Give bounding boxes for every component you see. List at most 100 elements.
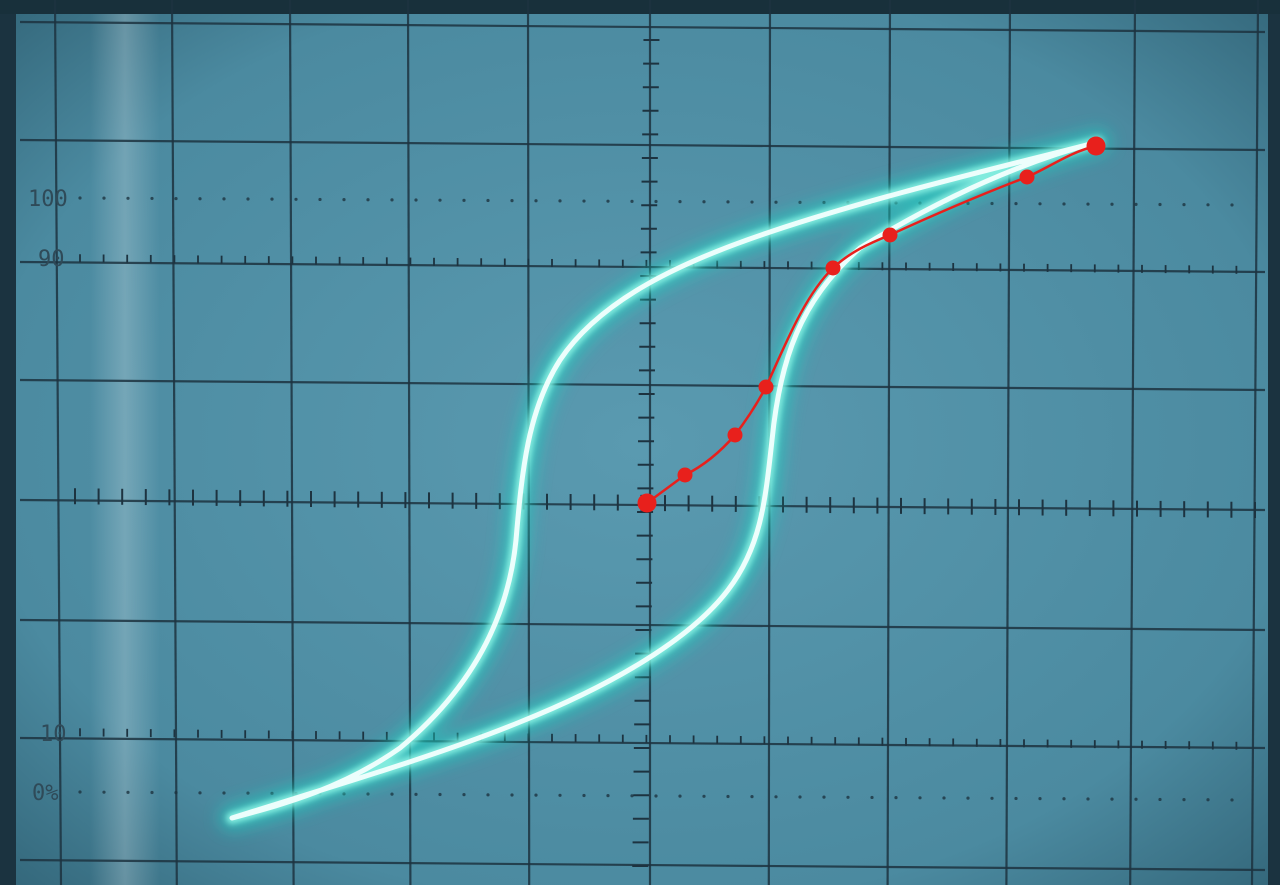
dotted-reference-dot bbox=[1038, 202, 1042, 206]
dotted-reference-dot bbox=[414, 792, 418, 796]
scale-label-100: 100 bbox=[28, 187, 68, 212]
dotted-reference-dot bbox=[1038, 797, 1042, 801]
dotted-reference-dot bbox=[294, 197, 298, 201]
dotted-reference-dot bbox=[198, 197, 202, 201]
dotted-reference-dot bbox=[990, 201, 994, 206]
dotted-reference-dot bbox=[78, 196, 82, 200]
dotted-reference-dot bbox=[270, 197, 274, 201]
dotted-reference-dot bbox=[750, 795, 754, 799]
dotted-reference-dot bbox=[1086, 202, 1090, 206]
dotted-reference-dot bbox=[1230, 203, 1234, 207]
dotted-reference-dot bbox=[390, 792, 394, 796]
right-edge-shadow bbox=[1268, 0, 1280, 885]
dotted-reference-dot bbox=[870, 795, 874, 800]
dotted-reference-dot bbox=[174, 196, 178, 201]
dotted-reference-dot bbox=[342, 197, 346, 202]
dotted-reference-dot bbox=[990, 796, 994, 800]
dotted-reference-dot bbox=[678, 200, 682, 204]
grid-line-vertical bbox=[1250, 0, 1260, 885]
dotted-reference-dot bbox=[126, 196, 130, 200]
left-edge-shadow bbox=[0, 0, 16, 885]
dotted-reference-dot bbox=[390, 198, 394, 202]
red-data-point bbox=[637, 493, 657, 513]
red-data-point bbox=[1019, 169, 1035, 185]
dotted-reference-dot bbox=[246, 197, 250, 201]
dotted-reference-dot bbox=[1182, 203, 1186, 207]
axis-ticks bbox=[74, 39, 1256, 867]
initial-magnetization-curve bbox=[637, 136, 1106, 513]
dotted-reference-dot bbox=[174, 791, 178, 795]
scale-label-0-percent: 0% bbox=[32, 781, 59, 806]
dotted-reference-dot bbox=[918, 796, 922, 800]
dotted-reference-dot bbox=[1206, 798, 1210, 802]
dotted-reference-dot bbox=[798, 200, 802, 204]
dotted-reference-dot bbox=[102, 790, 106, 794]
dotted-reference-dot bbox=[534, 199, 538, 203]
dotted-reference-dot bbox=[462, 793, 466, 797]
dotted-reference-dot bbox=[246, 791, 250, 795]
dotted-reference-dot bbox=[78, 790, 82, 794]
grid-line-vertical bbox=[170, 0, 178, 885]
dotted-reference-dot bbox=[102, 196, 106, 200]
dotted-reference-dot bbox=[942, 796, 946, 800]
dotted-reference-dot bbox=[510, 199, 514, 203]
dotted-reference-dot bbox=[318, 197, 322, 202]
dotted-reference-dot bbox=[1110, 202, 1114, 206]
dotted-reference-dot bbox=[702, 200, 706, 204]
dotted-reference-dot bbox=[462, 198, 466, 202]
dotted-reference-dot bbox=[438, 198, 442, 202]
screen-glare bbox=[90, 0, 160, 885]
scale-label-10: 10 bbox=[40, 722, 67, 747]
dotted-reference-dot bbox=[894, 796, 898, 800]
grid-line-horizontal bbox=[19, 378, 1266, 392]
dotted-reference-dot bbox=[654, 794, 658, 798]
dotted-reference-dot bbox=[654, 199, 658, 204]
dotted-reference-dot bbox=[726, 200, 730, 204]
dotted-reference-dot bbox=[1062, 202, 1066, 206]
dotted-reference-dot bbox=[510, 793, 514, 797]
dotted-reference-dot bbox=[1062, 797, 1066, 801]
grid-line-horizontal bbox=[19, 618, 1266, 632]
dotted-reference-dot bbox=[1110, 797, 1114, 801]
red-data-point bbox=[758, 379, 774, 395]
dotted-reference-dot bbox=[534, 793, 538, 797]
dotted-reference-dot bbox=[366, 792, 370, 796]
top-edge-shadow bbox=[0, 0, 1280, 14]
grid-line-horizontal bbox=[19, 20, 1266, 34]
grid-line-horizontal bbox=[19, 260, 1266, 274]
dotted-reference-dot bbox=[486, 793, 490, 797]
scale-label-90: 90 bbox=[38, 247, 65, 272]
dotted-reference-dot bbox=[582, 793, 586, 798]
dotted-reference-dot bbox=[1014, 796, 1018, 801]
dotted-reference-dot bbox=[150, 196, 154, 201]
dotted-reference-dot bbox=[630, 794, 634, 798]
red-data-point bbox=[727, 427, 743, 443]
dotted-reference-dot bbox=[798, 795, 802, 799]
dotted-reference-dot bbox=[558, 199, 562, 203]
dotted-reference-dot bbox=[822, 795, 826, 799]
dotted-reference-dot bbox=[1230, 798, 1234, 802]
dotted-reference-dot bbox=[366, 198, 370, 202]
dotted-reference-dot bbox=[1182, 798, 1186, 802]
dotted-reference-dot bbox=[606, 794, 610, 798]
red-data-point bbox=[825, 260, 841, 276]
dotted-reference-dot bbox=[438, 792, 442, 797]
dotted-reference-dot bbox=[750, 200, 754, 204]
dotted-reference-dot bbox=[846, 795, 850, 799]
red-data-point bbox=[882, 227, 898, 243]
dotted-reference-dot bbox=[222, 791, 226, 795]
dotted-reference-dot bbox=[126, 790, 130, 794]
grid-line-vertical bbox=[1129, 0, 1137, 885]
dotted-reference-dot bbox=[1014, 202, 1018, 206]
dotted-reference-dot bbox=[966, 796, 970, 800]
dotted-reference-dot bbox=[486, 198, 490, 203]
graticule-grid bbox=[19, 0, 1266, 885]
dotted-reference-dot bbox=[1134, 202, 1138, 206]
dotted-reference-dot bbox=[678, 794, 682, 798]
screen-face bbox=[14, 0, 1270, 885]
dotted-reference-dot bbox=[1086, 797, 1090, 801]
dotted-reference-dot bbox=[1134, 797, 1138, 801]
red-data-point bbox=[1086, 136, 1106, 156]
dotted-reference-dot bbox=[582, 199, 586, 203]
